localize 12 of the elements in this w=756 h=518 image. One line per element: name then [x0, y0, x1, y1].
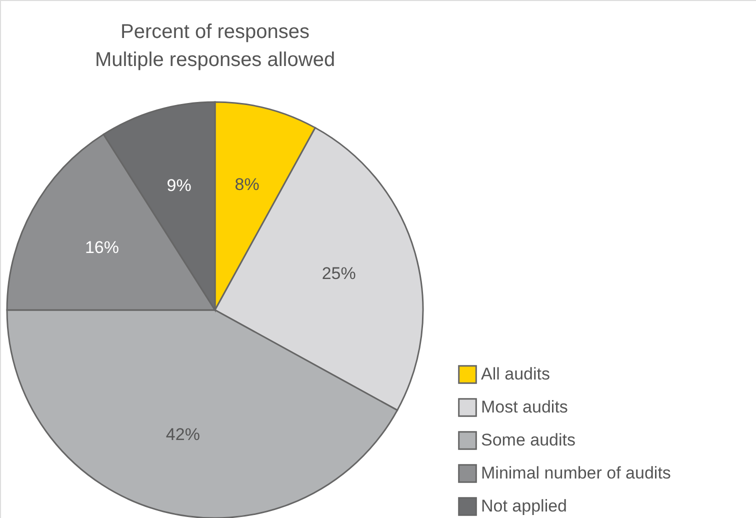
legend-label: Some audits — [481, 430, 576, 450]
legend-label: Not applied — [481, 496, 568, 516]
data-label: 42% — [166, 424, 200, 444]
data-label: 16% — [84, 238, 120, 257]
chart-title: Percent of responses — [120, 21, 310, 43]
legend-label: Most audits — [481, 398, 568, 416]
legend-label: All audits — [481, 364, 550, 384]
data-label: 25% — [322, 264, 356, 284]
data-label: 8% — [234, 175, 260, 194]
legend-label: Minimal number of audits — [481, 464, 671, 482]
chart-subtitle: Multiple responses allowed — [94, 49, 336, 71]
data-label: 9% — [166, 176, 192, 196]
